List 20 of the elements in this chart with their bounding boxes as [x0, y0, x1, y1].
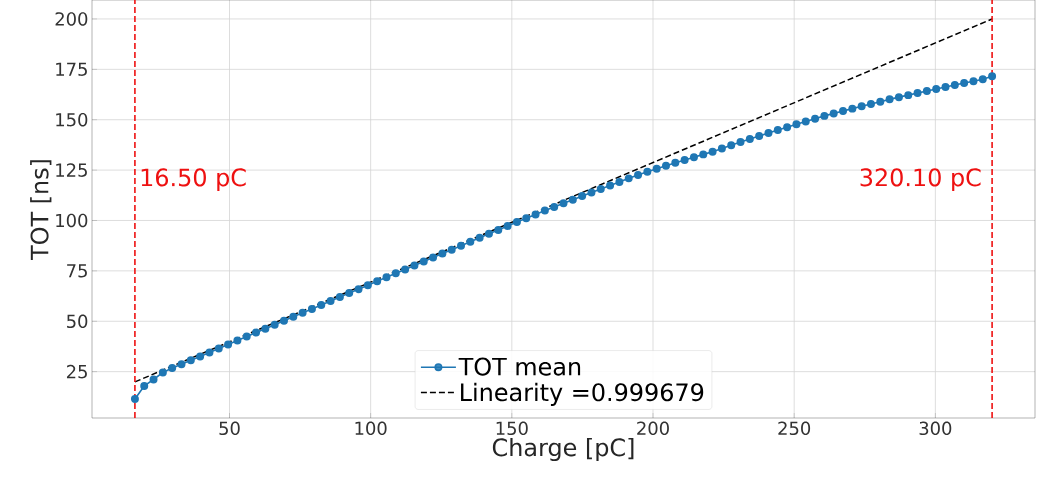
legend-label: TOT mean [458, 357, 581, 376]
y-axis-title: TOT [ns] [30, 160, 52, 261]
y-tick-label: 75 [67, 264, 87, 278]
x-tick-label: 150 [496, 421, 528, 436]
x-tick-label: 250 [778, 421, 811, 436]
x-axis-title: Charge [pC] [492, 437, 634, 462]
ref-line-label: 320.10 pC [860, 168, 981, 192]
x-tick-label: 200 [637, 421, 669, 436]
y-tick-label: 125 [56, 163, 87, 177]
x-tick-label: 100 [355, 421, 387, 436]
y-tick-label: 50 [67, 314, 88, 329]
y-tick-label: 150 [56, 112, 88, 127]
x-tick-label: 50 [219, 421, 240, 436]
x-tick-label: 300 [919, 421, 952, 436]
y-tick-label: 100 [56, 213, 88, 228]
y-tick-label: 200 [55, 12, 88, 26]
legend-label: Linearity =0.999679 [461, 382, 704, 406]
y-tick-label: 25 [66, 364, 87, 379]
y-tick-label: 175 [56, 62, 87, 76]
ref-line-label: 16.50 pC [141, 168, 246, 192]
